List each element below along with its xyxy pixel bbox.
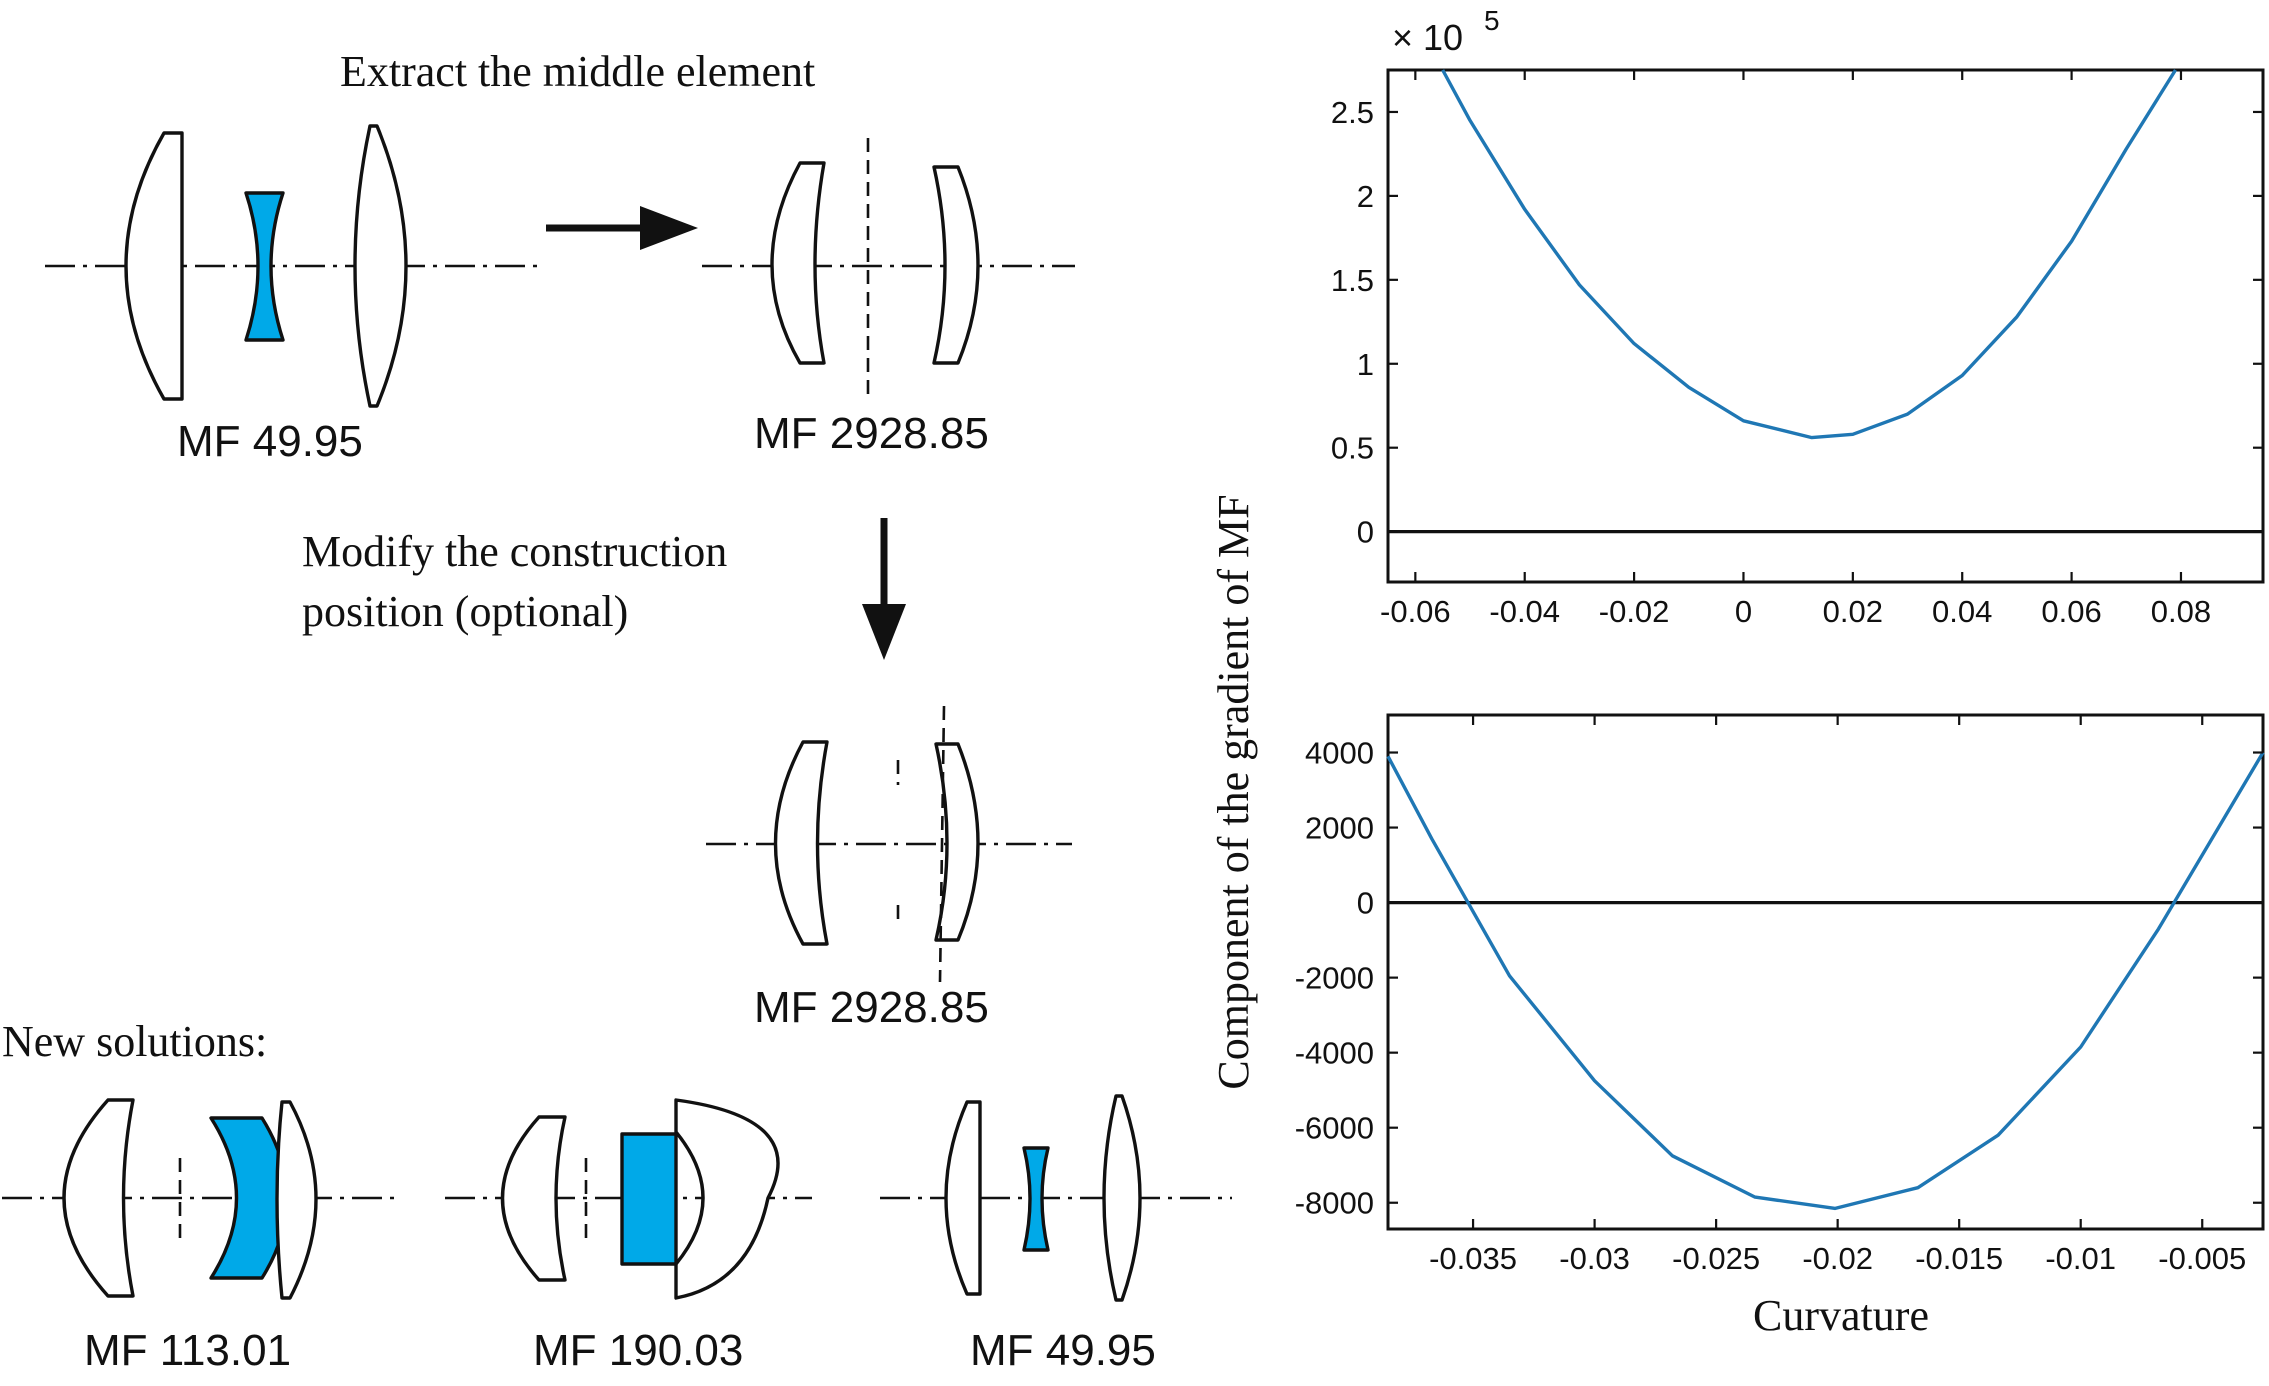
down-arrow xyxy=(862,518,906,660)
data-curve xyxy=(1441,69,2177,440)
x-tick-label: -0.02 xyxy=(1802,1241,1873,1276)
mf-label-solution1: MF 113.01 xyxy=(84,1326,291,1375)
mf-label-original: MF 49.95 xyxy=(177,417,363,466)
data-curve xyxy=(1386,751,2265,1211)
meniscus-lens-1 xyxy=(770,161,826,365)
right-arrow xyxy=(546,206,698,250)
gradient-chart-top: -0.06 -0.04 -0.02 0 0.02 0.04 0.06 0.08 0 0.5 1 1.5… xyxy=(1331,5,2265,629)
meniscus-lens-2 xyxy=(934,742,980,942)
solution2-lens-1 xyxy=(500,1115,567,1282)
mf-label-solution2: MF 190.03 xyxy=(533,1326,743,1375)
y-scale-multiplier: × 10 xyxy=(1392,17,1463,58)
x-tick-label: -0.02 xyxy=(1599,594,1670,629)
plot-frame xyxy=(1386,713,2265,1231)
meniscus-lens-2 xyxy=(932,165,980,365)
step-extract-text: Extract the middle element xyxy=(340,47,815,96)
meniscus-lens-1 xyxy=(773,740,829,946)
step-modify-text-2: position (optional) xyxy=(302,587,628,636)
x-tick-label: 0.02 xyxy=(1823,594,1883,629)
y-tick-label: -8000 xyxy=(1295,1186,1374,1221)
solution-3: MF 49.95 xyxy=(880,1094,1232,1375)
x-tick-label: -0.01 xyxy=(2045,1241,2116,1276)
y-tick-label: -4000 xyxy=(1295,1036,1374,1071)
solution1-lens-1 xyxy=(62,1098,135,1298)
y-tick-label: 0 xyxy=(1357,886,1374,921)
x-tick-label: 0.08 xyxy=(2151,594,2211,629)
x-tick-label: -0.015 xyxy=(1915,1241,2003,1276)
y-tick-label: 4000 xyxy=(1305,736,1374,771)
y-tick-label: 2000 xyxy=(1305,811,1374,846)
x-tick-label: 0.06 xyxy=(2041,594,2101,629)
y-tick-label: 0 xyxy=(1357,515,1374,550)
x-tick-label: -0.035 xyxy=(1429,1241,1517,1276)
x-tick-label: -0.025 xyxy=(1672,1241,1760,1276)
shared-y-axis-label: Component of the gradient of MF xyxy=(1209,494,1258,1089)
mf-label-extracted: MF 2928.85 xyxy=(754,409,989,458)
plot-frame xyxy=(1386,68,2265,584)
solution3-middle-lens xyxy=(1022,1146,1050,1252)
mf-label-solution3: MF 49.95 xyxy=(970,1326,1156,1375)
solution2-new-lens xyxy=(620,1132,678,1266)
y-tick-label: 1 xyxy=(1357,347,1374,382)
new-element-position xyxy=(938,705,946,983)
extracted-doublet: MF 2928.85 xyxy=(702,138,1075,458)
front-positive-lens xyxy=(124,131,184,401)
new-solutions-heading: New solutions: xyxy=(2,1017,267,1066)
x-tick-label: -0.005 xyxy=(2158,1241,2246,1276)
x-tick-label: 0 xyxy=(1735,594,1752,629)
x-tick-label: -0.04 xyxy=(1489,594,1560,629)
solution-2: MF 190.03 xyxy=(445,1098,812,1375)
rear-positive-lens xyxy=(353,124,408,408)
x-tick-label: -0.03 xyxy=(1559,1241,1630,1276)
gradient-chart-bottom: -0.035 -0.03 -0.025 -0.02 -0.015 -0.01 -0.005 -… xyxy=(1295,713,2265,1340)
mf-label-modified: MF 2928.85 xyxy=(754,983,989,1032)
x-tick-label: -0.06 xyxy=(1380,594,1451,629)
step-modify-text-1: Modify the construction xyxy=(302,527,727,576)
y-tick-label: 0.5 xyxy=(1331,431,1374,466)
solution3-rear-lens xyxy=(1102,1094,1142,1302)
y-tick-label: -6000 xyxy=(1295,1111,1374,1146)
y-tick-label: 1.5 xyxy=(1331,263,1374,298)
solution-1: MF 113.01 xyxy=(2,1098,395,1375)
lens-diagram: Extract the middle element MF 49.95 MF 2… xyxy=(2,47,1232,1375)
original-triplet: MF 49.95 xyxy=(45,124,540,466)
y-tick-label: -2000 xyxy=(1295,961,1374,996)
solution1-lens-3 xyxy=(275,1100,318,1300)
solution3-front-lens xyxy=(944,1100,982,1296)
solution2-lens-3 xyxy=(674,1098,780,1300)
x-tick-label: 0.04 xyxy=(1932,594,1992,629)
y-tick-label: 2 xyxy=(1357,179,1374,214)
modified-doublet: MF 2928.85 xyxy=(706,705,1072,1032)
x-axis-label: Curvature xyxy=(1753,1291,1929,1340)
middle-negative-lens xyxy=(244,191,285,342)
y-scale-exponent: 5 xyxy=(1484,5,1500,36)
y-tick-label: 2.5 xyxy=(1331,95,1374,130)
